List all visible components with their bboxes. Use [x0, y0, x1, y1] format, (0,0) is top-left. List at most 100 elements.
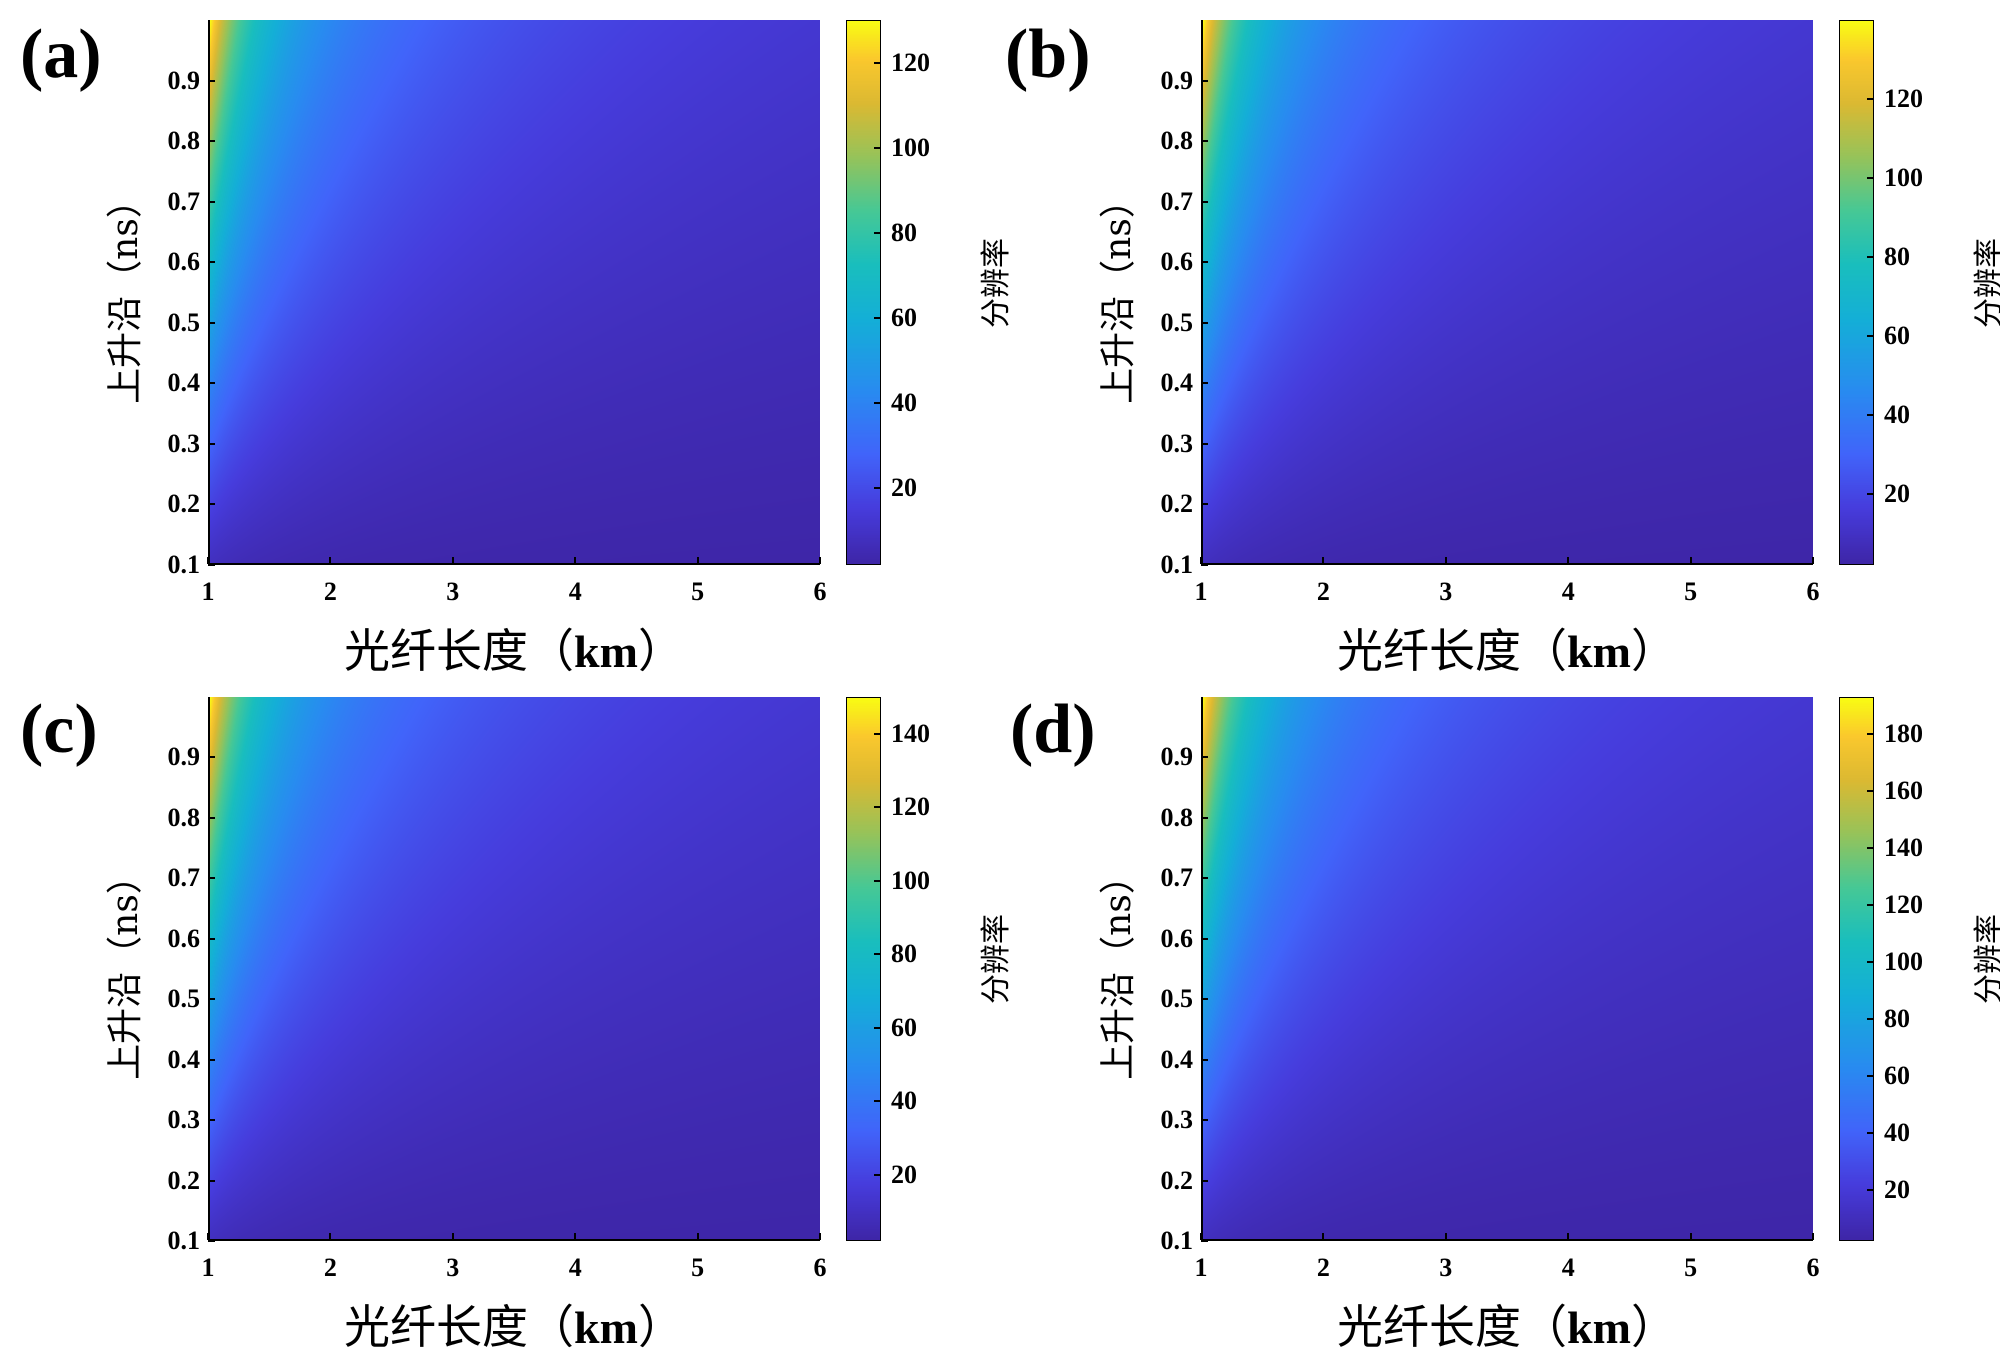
colorbar-tick-mark — [1867, 1188, 1874, 1191]
y-tick-mark — [208, 756, 215, 759]
y-axis-label: 上升沿（ns） — [105, 858, 146, 1080]
colorbar-tick-label: 160 — [1884, 775, 1923, 805]
x-tick-label: 1 — [201, 577, 215, 606]
y-tick-mark — [1201, 564, 1208, 566]
y-tick-mark — [208, 1119, 215, 1122]
y-tick-label: 0.3 — [1160, 1105, 1194, 1135]
y-tick-label: 0.7 — [1160, 186, 1194, 216]
y-tick-label: 0.3 — [167, 428, 201, 458]
colorbar-tick-mark — [1867, 846, 1874, 849]
y-axis-label: 上升沿（ns） — [105, 181, 146, 404]
colorbar-tick-mark — [874, 231, 881, 234]
colorbar-tick-label: 120 — [891, 792, 930, 822]
x-tick-mark — [1322, 1233, 1325, 1240]
panel-letter: (b) — [1005, 16, 1091, 93]
heatmap-surface — [1203, 697, 1813, 1239]
heatmap-surface — [210, 697, 820, 1239]
colorbar-tick-mark — [874, 1100, 881, 1103]
colorbar-tick-label: 20 — [891, 473, 917, 503]
y-tick-mark — [1201, 261, 1208, 264]
y-tick-mark — [208, 564, 215, 566]
x-tick-mark — [1444, 557, 1447, 564]
colorbar-gradient — [847, 21, 880, 564]
x-tick-label: 6 — [1806, 1253, 1820, 1282]
y-tick-label: 0.4 — [1160, 368, 1194, 398]
y-tick-mark — [1201, 382, 1208, 385]
colorbar-tick-mark — [874, 1026, 881, 1029]
colorbar-tick-label: 120 — [891, 47, 930, 77]
y-tick-mark — [1201, 1058, 1208, 1061]
colorbar-tick-mark — [1867, 789, 1874, 792]
colorbar-tick-mark — [1867, 733, 1874, 736]
y-tick-mark — [1201, 1179, 1208, 1182]
y-tick-mark — [1201, 816, 1208, 819]
x-axis-label-text: 光纤长度（ — [344, 1300, 575, 1354]
x-tick-label: 6 — [1806, 577, 1820, 606]
y-tick-mark — [208, 200, 215, 203]
x-tick-mark — [329, 557, 332, 564]
y-tick-mark — [1201, 140, 1208, 143]
y-tick-label: 0.3 — [167, 1105, 201, 1135]
x-axis-label: 光纤长度（km） — [208, 1291, 820, 1357]
y-tick-mark — [1201, 998, 1208, 1001]
x-axis-label-close: ） — [1630, 624, 1677, 678]
colorbar-tick-mark — [1867, 492, 1874, 495]
colorbar-tick-label: 100 — [891, 865, 930, 895]
y-tick-label: 0.1 — [167, 550, 201, 579]
x-tick-mark — [574, 1233, 577, 1240]
colorbar-tick-label: 140 — [891, 718, 930, 748]
colorbar-tick-label: 80 — [1884, 1003, 1910, 1033]
colorbar-tick-mark — [874, 953, 881, 956]
y-tick-mark — [208, 79, 215, 82]
y-tick-mark — [208, 321, 215, 324]
colorbar-tick-mark — [1867, 1131, 1874, 1134]
colorbar — [846, 697, 881, 1241]
colorbar — [1839, 697, 1874, 1241]
heatmap-plot — [208, 697, 820, 1241]
x-tick-label: 3 — [1439, 577, 1453, 606]
colorbar — [1839, 20, 1874, 565]
colorbar-tick-mark — [874, 806, 881, 809]
x-tick-mark — [574, 557, 577, 564]
colorbar-tick-label: 40 — [891, 1086, 917, 1116]
colorbar-tick-label: 60 — [1884, 320, 1910, 350]
x-tick-label: 5 — [1684, 1253, 1698, 1282]
y-tick-label: 0.5 — [167, 307, 201, 337]
y-tick-label: 0.4 — [1160, 1044, 1194, 1074]
colorbar-tick-mark — [874, 1173, 881, 1176]
colorbar-tick-label: 40 — [1884, 399, 1910, 429]
colorbar-tick-label: 100 — [891, 132, 930, 162]
y-tick-label: 0.9 — [1160, 742, 1194, 772]
y-tick-mark — [1201, 442, 1208, 445]
x-tick-mark — [1444, 1233, 1447, 1240]
y-tick-label: 0.4 — [167, 368, 201, 398]
y-tick-mark — [1201, 1119, 1208, 1122]
x-tick-label: 3 — [446, 577, 460, 606]
x-axis-label-close: ） — [637, 1300, 684, 1354]
y-tick-mark — [208, 937, 215, 940]
y-tick-label: 0.7 — [1160, 863, 1194, 893]
colorbar-tick-mark — [874, 487, 881, 490]
x-tick-label: 1 — [201, 1253, 215, 1282]
colorbar-gradient — [847, 698, 880, 1240]
colorbar-label: 分辨率 — [979, 237, 1014, 328]
y-tick-label: 0.7 — [167, 863, 201, 893]
x-tick-mark — [819, 1233, 821, 1240]
y-tick-mark — [208, 442, 215, 445]
colorbar-tick-mark — [874, 146, 881, 149]
x-tick-label: 2 — [323, 1253, 337, 1282]
panel-letter: (d) — [1010, 691, 1096, 768]
y-tick-mark — [1201, 200, 1208, 203]
colorbar-tick-label: 80 — [891, 217, 917, 247]
x-tick-mark — [819, 557, 821, 564]
x-tick-mark — [329, 1233, 332, 1240]
y-tick-label: 0.9 — [1160, 65, 1194, 95]
x-tick-label: 5 — [691, 577, 705, 606]
heatmap-surface — [1203, 20, 1813, 563]
y-tick-mark — [1201, 877, 1208, 880]
y-tick-mark — [1201, 1240, 1208, 1242]
colorbar-tick-mark — [874, 879, 881, 882]
x-axis-label-text: 光纤长度（ — [344, 624, 575, 678]
y-tick-label: 0.9 — [167, 65, 201, 95]
colorbar-tick-mark — [1867, 1074, 1874, 1077]
